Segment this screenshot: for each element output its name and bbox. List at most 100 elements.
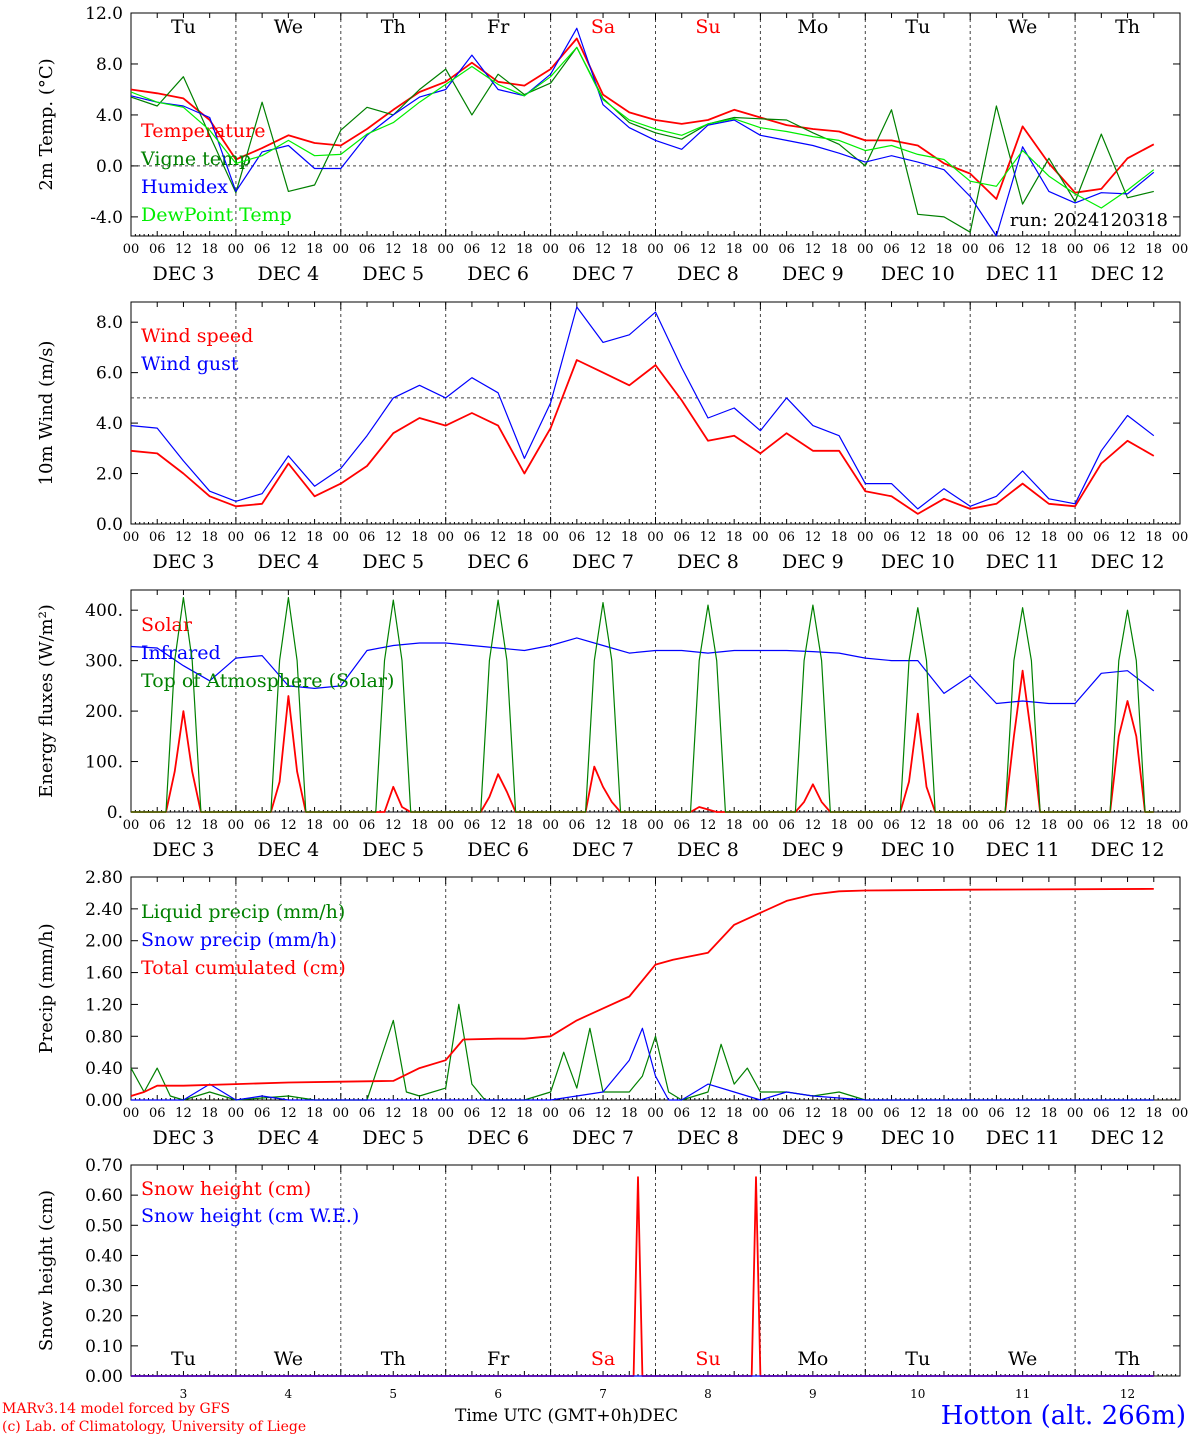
y-tick-label: -4.0 [90, 208, 123, 228]
weekday-label: Fr [487, 16, 510, 38]
hour-tick-label: 12 [700, 818, 717, 833]
hour-tick-label: 18 [936, 818, 953, 833]
y-axis-label: 2m Temp. (°C) [36, 58, 57, 190]
date-label: DEC 6 [467, 839, 529, 861]
hour-tick-label: 18 [831, 818, 848, 833]
hour-tick-label: 00 [228, 242, 245, 257]
date-label: DEC 9 [782, 263, 844, 285]
y-tick-label: 6.0 [96, 364, 123, 384]
date-label: DEC 6 [467, 263, 529, 285]
date-label: DEC 6 [467, 551, 529, 573]
hour-tick-label: 18 [621, 242, 638, 257]
hour-tick-label: 00 [647, 818, 664, 833]
hour-tick-label: 12 [1119, 242, 1136, 257]
hour-tick-label: 18 [201, 530, 218, 545]
legend-label: DewPoint Temp [141, 204, 292, 226]
hour-tick-label: 06 [883, 818, 900, 833]
hour-tick-label: 12 [1119, 530, 1136, 545]
hour-tick-label: 18 [621, 1106, 638, 1121]
hour-tick-label: 12 [700, 530, 717, 545]
hour-tick-label: 06 [883, 1106, 900, 1121]
date-label: DEC 10 [881, 551, 955, 573]
hour-tick-label: 12 [909, 530, 926, 545]
date-label: DEC 8 [677, 551, 739, 573]
hour-tick-label: 00 [333, 242, 350, 257]
hour-tick-label: 00 [123, 242, 140, 257]
hour-tick-label: 06 [464, 530, 481, 545]
weekday-label: We [274, 1348, 303, 1370]
hour-tick-label: 12 [490, 818, 507, 833]
day-number-label: 9 [809, 1387, 817, 1401]
hour-tick-label: 00 [752, 242, 769, 257]
day-number-label: 5 [389, 1387, 397, 1401]
y-tick-label: 0.0 [96, 157, 123, 177]
weekday-label: Th [381, 1348, 406, 1370]
y-tick-label: 0.20 [85, 1307, 123, 1327]
date-label: DEC 3 [153, 1127, 215, 1149]
legend-label: Liquid precip (mm/h) [141, 901, 345, 923]
legend-label: Wind gust [141, 353, 239, 375]
month-label: DEC [639, 1406, 679, 1426]
hour-tick-label: 12 [595, 818, 612, 833]
hour-tick-label: 18 [1041, 242, 1058, 257]
hour-tick-label: 00 [1172, 242, 1189, 257]
date-label: DEC 3 [153, 839, 215, 861]
hour-tick-label: 18 [516, 818, 533, 833]
y-tick-label: 2.80 [85, 868, 123, 888]
hour-tick-label: 00 [1172, 1106, 1189, 1121]
hour-tick-label: 18 [411, 530, 428, 545]
hour-tick-label: 12 [909, 1106, 926, 1121]
date-label: DEC 7 [572, 263, 634, 285]
panel-3: 0. 100. 200. 300. 400. Energy fluxes (W/m²) 00… [36, 589, 1188, 861]
hour-tick-label: 12 [385, 242, 402, 257]
hour-tick-label: 00 [437, 242, 454, 257]
hour-tick-label: 18 [516, 1106, 533, 1121]
hour-tick-label: 18 [1146, 818, 1163, 833]
date-label: DEC 11 [986, 551, 1060, 573]
hour-tick-label: 06 [673, 530, 690, 545]
hour-tick-label: 00 [542, 242, 559, 257]
hour-tick-label: 18 [936, 1106, 953, 1121]
y-tick-label: 100. [85, 753, 123, 773]
hour-tick-label: 18 [201, 242, 218, 257]
hour-tick-label: 06 [778, 818, 795, 833]
hour-tick-label: 12 [280, 1106, 297, 1121]
hour-tick-label: 18 [306, 1106, 323, 1121]
hour-tick-label: 00 [1172, 530, 1189, 545]
date-label: DEC 11 [986, 1127, 1060, 1149]
y-tick-label: 1.60 [85, 964, 123, 984]
y-tick-label: 12.0 [85, 4, 123, 24]
hour-tick-label: 06 [149, 1106, 166, 1121]
hour-tick-label: 06 [254, 242, 271, 257]
hour-tick-label: 00 [228, 1106, 245, 1121]
hour-tick-label: 06 [988, 818, 1005, 833]
date-label: DEC 7 [572, 839, 634, 861]
hour-tick-label: 18 [1041, 818, 1058, 833]
hour-tick-label: 12 [1014, 242, 1031, 257]
day-number-label: 6 [494, 1387, 502, 1401]
y-tick-label: 0.00 [85, 1367, 123, 1387]
y-tick-label: 0.70 [85, 1156, 123, 1176]
hour-tick-label: 00 [437, 1106, 454, 1121]
time-axis-title: Time UTC (GMT+0h)DEC [455, 1406, 678, 1426]
weekday-label: Th [381, 16, 406, 38]
date-label: DEC 4 [257, 551, 319, 573]
lab-credit: (c) Lab. of Climatology, University of L… [2, 1419, 307, 1435]
hour-tick-label: 18 [621, 818, 638, 833]
series-line [130, 359, 1155, 515]
y-axis-label: Precip (mm/h) [36, 923, 57, 1053]
hour-tick-label: 06 [883, 242, 900, 257]
date-label: DEC 10 [881, 1127, 955, 1149]
hour-tick-label: 00 [857, 818, 874, 833]
hour-tick-label: 18 [411, 1106, 428, 1121]
hour-tick-label: 12 [1119, 1106, 1136, 1121]
day-number-label: 10 [910, 1387, 925, 1401]
hour-tick-label: 06 [673, 242, 690, 257]
hour-tick-label: 12 [490, 1106, 507, 1121]
panel-5: 0.00 0.10 0.20 0.30 0.40 0.50 0.60 0.70 Snow hei… [36, 1156, 1181, 1401]
hour-tick-label: 12 [805, 818, 822, 833]
hour-tick-label: 06 [569, 818, 586, 833]
hour-tick-label: 00 [1067, 242, 1084, 257]
y-tick-label: 0.10 [85, 1337, 123, 1357]
date-label: DEC 5 [362, 263, 424, 285]
